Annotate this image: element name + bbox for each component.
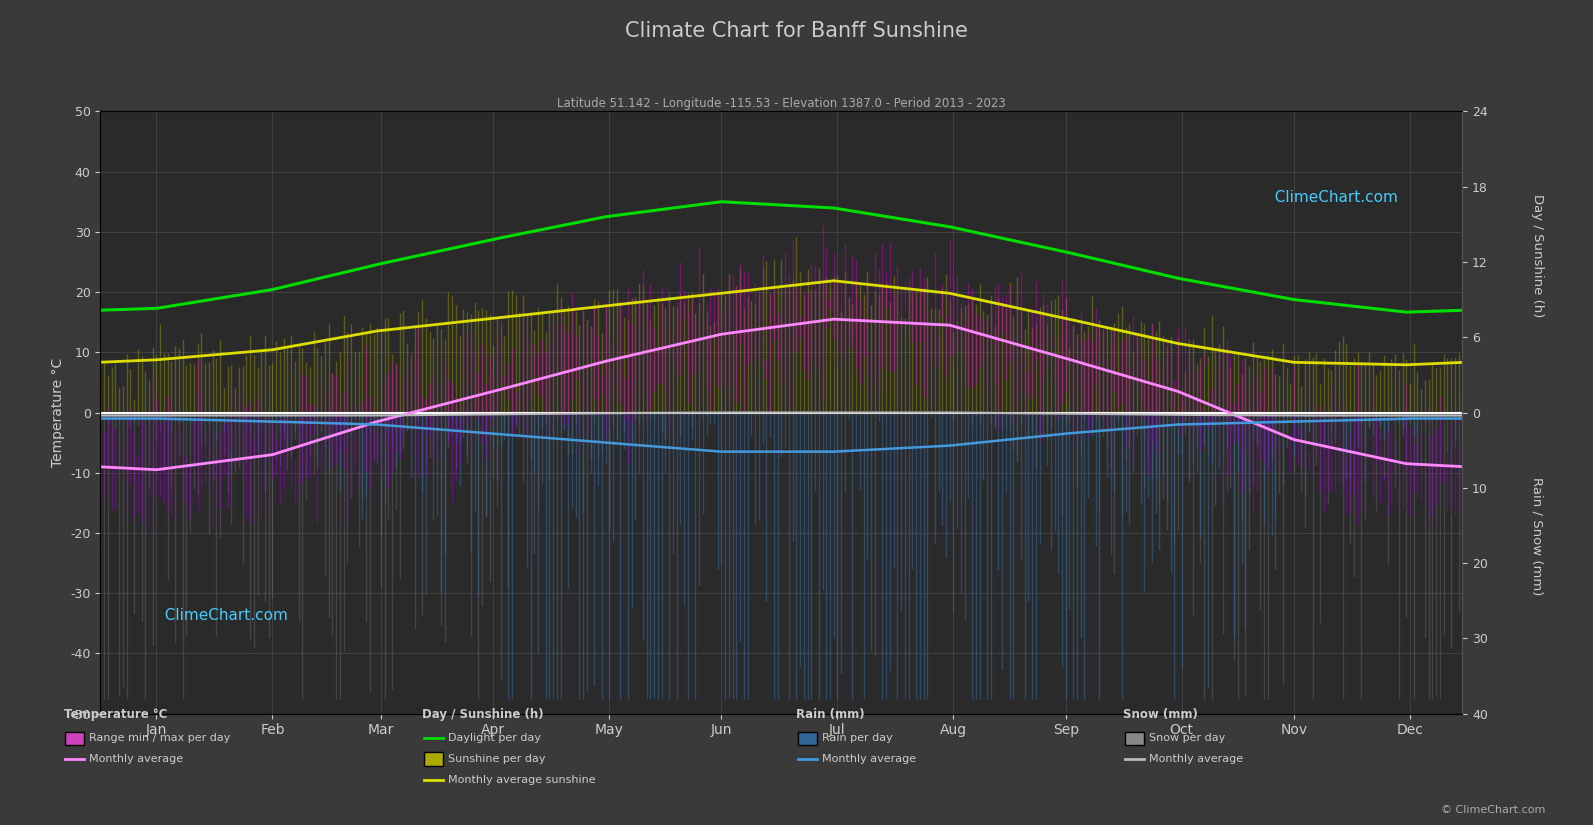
- Text: Rain per day: Rain per day: [822, 733, 892, 743]
- Text: ClimeChart.com: ClimeChart.com: [1265, 190, 1397, 205]
- Text: Temperature °C: Temperature °C: [64, 708, 167, 721]
- Y-axis label: Temperature °C: Temperature °C: [51, 358, 65, 467]
- Text: ClimeChart.com: ClimeChart.com: [155, 608, 288, 624]
- Text: Daylight per day: Daylight per day: [448, 733, 540, 743]
- Title: Latitude 51.142 - Longitude -115.53 - Elevation 1387.0 - Period 2013 - 2023: Latitude 51.142 - Longitude -115.53 - El…: [558, 97, 1005, 111]
- Text: Snow per day: Snow per day: [1149, 733, 1225, 743]
- Text: Monthly average: Monthly average: [1149, 754, 1243, 764]
- Text: Sunshine per day: Sunshine per day: [448, 754, 545, 764]
- Text: Day / Sunshine (h): Day / Sunshine (h): [422, 708, 543, 721]
- Text: Rain / Snow (mm): Rain / Snow (mm): [1531, 477, 1544, 596]
- Text: Snow (mm): Snow (mm): [1123, 708, 1198, 721]
- Text: Range min / max per day: Range min / max per day: [89, 733, 231, 743]
- Text: Monthly average: Monthly average: [89, 754, 183, 764]
- Text: Monthly average sunshine: Monthly average sunshine: [448, 775, 596, 785]
- Text: Rain (mm): Rain (mm): [796, 708, 865, 721]
- Text: Climate Chart for Banff Sunshine: Climate Chart for Banff Sunshine: [624, 21, 969, 40]
- Text: © ClimeChart.com: © ClimeChart.com: [1440, 804, 1545, 814]
- Text: Day / Sunshine (h): Day / Sunshine (h): [1531, 194, 1544, 318]
- Text: Monthly average: Monthly average: [822, 754, 916, 764]
